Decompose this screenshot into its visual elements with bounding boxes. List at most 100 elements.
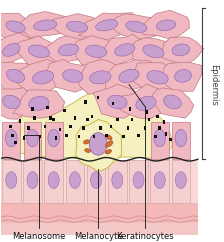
Bar <box>148 118 150 121</box>
Bar <box>9 125 11 128</box>
Ellipse shape <box>154 129 166 147</box>
PathPatch shape <box>93 84 143 118</box>
PathPatch shape <box>99 34 149 67</box>
Ellipse shape <box>48 172 59 189</box>
Bar <box>106 134 108 137</box>
Bar <box>131 118 134 121</box>
PathPatch shape <box>78 13 136 40</box>
Ellipse shape <box>154 172 165 189</box>
Ellipse shape <box>6 21 25 33</box>
Ellipse shape <box>89 133 107 155</box>
Ellipse shape <box>62 69 83 82</box>
Bar <box>122 135 125 138</box>
Bar <box>150 160 169 203</box>
Ellipse shape <box>58 44 79 56</box>
PathPatch shape <box>0 62 40 92</box>
Bar <box>146 110 148 114</box>
PathPatch shape <box>0 13 38 42</box>
Ellipse shape <box>6 172 17 189</box>
Ellipse shape <box>175 129 187 147</box>
Bar <box>44 160 63 203</box>
Ellipse shape <box>156 20 176 31</box>
Bar <box>172 160 190 203</box>
Ellipse shape <box>5 129 17 147</box>
Ellipse shape <box>108 95 127 109</box>
Bar <box>129 107 131 111</box>
Bar <box>11 134 14 137</box>
Ellipse shape <box>115 44 135 56</box>
Bar <box>23 136 25 140</box>
Ellipse shape <box>133 172 144 189</box>
Bar <box>127 126 129 130</box>
Bar <box>87 160 106 203</box>
Bar <box>39 135 41 138</box>
Ellipse shape <box>29 97 49 110</box>
Bar <box>69 125 72 128</box>
PathPatch shape <box>75 120 122 172</box>
PathPatch shape <box>140 10 189 38</box>
Ellipse shape <box>96 20 118 31</box>
Ellipse shape <box>90 71 111 84</box>
Bar <box>55 136 57 140</box>
Bar <box>49 116 52 120</box>
Bar <box>27 126 30 130</box>
PathPatch shape <box>132 63 182 93</box>
Bar <box>172 122 190 159</box>
Bar <box>82 126 85 130</box>
Ellipse shape <box>112 172 123 189</box>
Ellipse shape <box>175 172 186 189</box>
Bar <box>137 134 140 137</box>
Ellipse shape <box>27 129 38 147</box>
PathPatch shape <box>105 60 154 93</box>
Bar <box>116 118 118 121</box>
Ellipse shape <box>85 149 90 152</box>
PathPatch shape <box>0 88 32 119</box>
PathPatch shape <box>120 84 174 119</box>
PathPatch shape <box>110 14 161 39</box>
Ellipse shape <box>147 71 168 84</box>
Bar <box>33 116 36 120</box>
Bar <box>144 126 146 130</box>
Ellipse shape <box>32 71 54 84</box>
Bar <box>1 180 198 242</box>
PathPatch shape <box>0 33 33 65</box>
Bar <box>154 135 157 138</box>
PathPatch shape <box>132 38 180 68</box>
PathPatch shape <box>162 62 202 91</box>
PathPatch shape <box>47 60 99 92</box>
Bar <box>66 160 84 203</box>
Bar <box>93 135 95 138</box>
Bar <box>44 125 47 128</box>
Text: Epidermis: Epidermis <box>209 64 218 106</box>
Ellipse shape <box>85 45 107 58</box>
PathPatch shape <box>162 37 204 65</box>
Bar <box>31 107 34 111</box>
PathPatch shape <box>13 90 65 118</box>
Bar <box>151 122 169 159</box>
Ellipse shape <box>3 43 20 56</box>
Ellipse shape <box>34 20 57 31</box>
Bar <box>84 100 87 104</box>
Bar <box>52 118 55 121</box>
Bar <box>156 115 159 118</box>
Bar <box>74 116 76 120</box>
Bar <box>1 160 198 203</box>
Ellipse shape <box>69 172 80 189</box>
PathPatch shape <box>15 60 70 94</box>
Bar <box>59 128 61 131</box>
Ellipse shape <box>105 150 112 154</box>
Bar <box>99 126 102 130</box>
Bar <box>45 122 62 159</box>
Bar <box>65 134 68 137</box>
Bar <box>169 138 172 141</box>
Bar <box>165 132 167 136</box>
Ellipse shape <box>2 95 20 109</box>
Bar <box>86 118 89 121</box>
PathPatch shape <box>14 12 71 37</box>
Bar <box>19 119 21 122</box>
Bar <box>23 160 42 203</box>
Bar <box>112 102 114 105</box>
PathPatch shape <box>75 36 123 65</box>
Ellipse shape <box>90 172 102 189</box>
Bar <box>78 135 80 138</box>
